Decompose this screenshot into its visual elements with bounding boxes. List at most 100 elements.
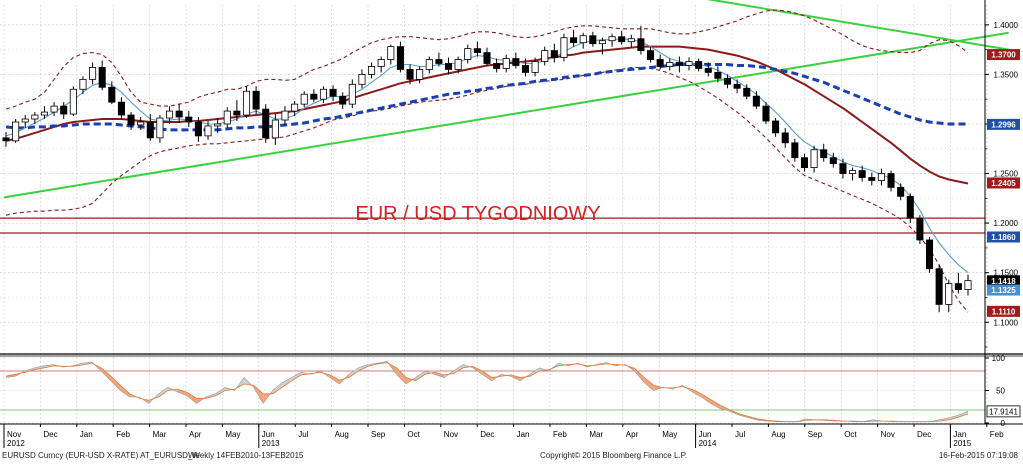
candle-bullish bbox=[502, 58, 510, 69]
candle-bearish bbox=[589, 35, 597, 45]
candle-bearish bbox=[175, 110, 183, 118]
candle-bearish bbox=[570, 37, 578, 44]
candle-bullish bbox=[12, 121, 20, 142]
candle-bearish bbox=[550, 50, 558, 58]
frequency-label: Weekly 14FEB2010-13FEB2015 bbox=[188, 451, 304, 460]
candle-bullish bbox=[877, 173, 885, 181]
month-label: Sep bbox=[371, 430, 386, 439]
candle-bearish bbox=[723, 77, 732, 85]
candle-bearish bbox=[781, 132, 789, 144]
month-label: Oct bbox=[844, 430, 857, 439]
candle-bearish bbox=[117, 101, 125, 116]
month-label: Jun bbox=[699, 430, 712, 439]
chart-title: EUR / USD TYGODNIOWY bbox=[355, 203, 600, 225]
candle-bullish bbox=[281, 110, 289, 121]
candle-bullish bbox=[454, 59, 462, 70]
oscillator-fill bbox=[348, 367, 359, 378]
candle-bearish bbox=[2, 137, 10, 142]
candle-bearish bbox=[185, 116, 193, 123]
candle-bullish bbox=[579, 35, 587, 44]
month-label: Mar bbox=[589, 430, 603, 439]
month-label: Nov bbox=[881, 430, 895, 439]
candle-bearish bbox=[714, 72, 722, 79]
candle-bullish bbox=[204, 125, 212, 137]
month-label: Feb bbox=[990, 430, 1004, 439]
candle-bearish bbox=[675, 62, 683, 66]
oscillator-fill bbox=[644, 377, 654, 391]
candle-bearish bbox=[444, 63, 453, 70]
candle-bearish bbox=[733, 83, 741, 89]
month-label: Nov bbox=[7, 430, 21, 439]
oscillator-fill bbox=[282, 377, 292, 388]
candle-bearish bbox=[618, 36, 626, 43]
oscillator-fill bbox=[958, 411, 968, 418]
oscillator-fill bbox=[186, 392, 197, 404]
month-label: Apr bbox=[626, 430, 639, 439]
indicator-series bbox=[5, 9, 969, 313]
candlesticks bbox=[2, 25, 972, 313]
candle-bearish bbox=[704, 68, 712, 73]
month-label: Jul bbox=[298, 430, 308, 439]
month-label: Aug bbox=[335, 430, 349, 439]
price-tick-label: 1.4000 bbox=[994, 21, 1019, 30]
trendline-upper bbox=[706, 0, 1009, 51]
oscillator-fill bbox=[434, 372, 445, 378]
candle-bearish bbox=[887, 173, 895, 188]
price-label-box bbox=[987, 231, 1020, 243]
candle-bullish bbox=[300, 93, 308, 105]
series-lower_band bbox=[5, 66, 969, 313]
candle-bullish bbox=[531, 61, 539, 73]
oscillator-fill bbox=[120, 385, 130, 397]
candle-bearish bbox=[868, 177, 876, 181]
oscillator-fill bbox=[710, 399, 721, 409]
candle-bullish bbox=[849, 170, 857, 174]
month-label: Aug bbox=[771, 430, 785, 439]
candle-bearish bbox=[743, 87, 751, 97]
oscillator-fill bbox=[453, 364, 464, 374]
candle-bearish bbox=[396, 46, 404, 70]
price-label-box bbox=[987, 49, 1020, 61]
price-label-box bbox=[987, 118, 1020, 130]
price-label-text: 1.1860 bbox=[991, 233, 1016, 242]
candle-bullish bbox=[271, 119, 279, 139]
price-tick-label: 1.3500 bbox=[994, 70, 1019, 79]
osc-tick-label: 50 bbox=[996, 387, 1005, 396]
candle-bearish bbox=[935, 268, 943, 305]
price-label-text: 1.2405 bbox=[991, 179, 1016, 188]
month-label: Jun bbox=[262, 430, 275, 439]
candle-bearish bbox=[954, 283, 962, 290]
candle-bullish bbox=[541, 50, 549, 62]
candle-bearish bbox=[262, 108, 270, 139]
candle-bullish bbox=[319, 88, 327, 100]
price-tick-label: 1.1000 bbox=[994, 318, 1019, 327]
candle-bullish bbox=[416, 69, 424, 80]
candle-bearish bbox=[695, 61, 703, 69]
timestamp-label: 16-Feb-2015 07:19:08 bbox=[939, 451, 1019, 460]
oscillator-fill bbox=[358, 364, 368, 371]
candle-bearish bbox=[647, 50, 655, 60]
year-label: 2014 bbox=[699, 439, 717, 448]
candle-bearish bbox=[925, 239, 934, 270]
candle-bullish bbox=[137, 121, 145, 126]
candle-bullish bbox=[69, 88, 77, 115]
candle-bearish bbox=[329, 88, 337, 97]
month-label: Dec bbox=[480, 430, 494, 439]
oscillator-fill bbox=[948, 415, 959, 420]
candle-bearish bbox=[127, 114, 135, 126]
oscillator-d-line bbox=[5, 362, 969, 423]
candle-bullish bbox=[377, 59, 385, 67]
candle-bullish bbox=[21, 118, 29, 123]
price-label-text: 1.3700 bbox=[991, 51, 1016, 60]
price-label-box bbox=[987, 284, 1020, 296]
candle-bullish bbox=[425, 59, 433, 70]
candle-bearish bbox=[656, 59, 664, 67]
price-label-text: 1.1110 bbox=[992, 307, 1016, 316]
oscillator-fill bbox=[482, 371, 492, 381]
candle-bearish bbox=[473, 48, 481, 53]
month-label: May bbox=[662, 430, 677, 439]
candle-bearish bbox=[98, 67, 106, 88]
oscillator-fill bbox=[101, 367, 111, 381]
instrument-label: EURUSD Curncy (EUR-USD X-RATE) AT_EURUSD… bbox=[2, 451, 200, 460]
candle-bearish bbox=[906, 195, 914, 219]
